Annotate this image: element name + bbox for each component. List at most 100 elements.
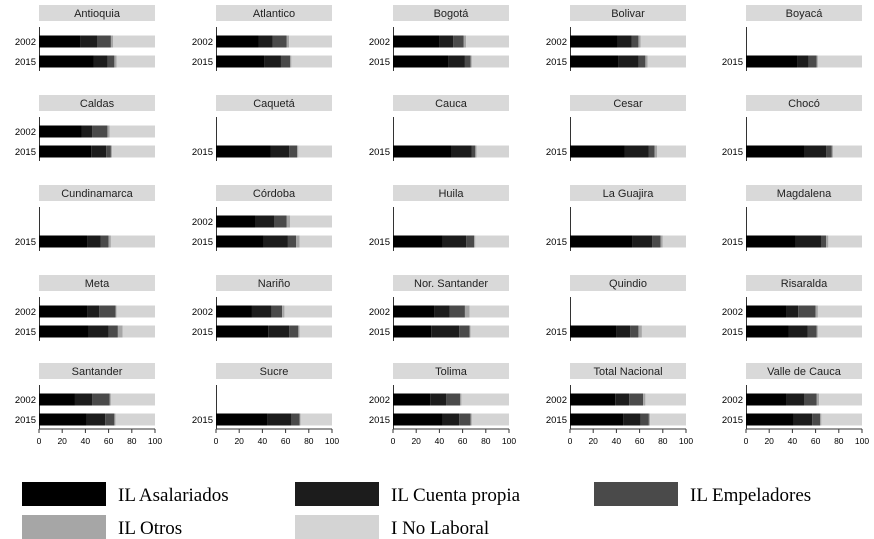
bar-segment — [109, 393, 111, 406]
x-tick-label: 0 — [391, 436, 396, 446]
bar-segment — [216, 305, 252, 318]
bar-segment — [117, 325, 123, 338]
chart-panel: Caldas 2002 2015 — [15, 95, 155, 161]
bar-segment — [39, 393, 75, 406]
bar-segment — [615, 393, 630, 406]
bar-segment — [638, 55, 646, 68]
row-label: 2002 — [369, 37, 390, 48]
bar-segment — [804, 145, 827, 158]
bar-segment — [290, 215, 332, 228]
row-label: 2015 — [15, 57, 36, 68]
chart-panel: Cauca 2015 — [369, 95, 509, 161]
row-label: 2015 — [546, 415, 567, 426]
panel-title: Nor. Santander — [414, 278, 488, 290]
bar-segment — [393, 305, 435, 318]
bar-segment — [91, 145, 107, 158]
bar-segment — [274, 215, 287, 228]
panel-title: Tolima — [435, 366, 468, 378]
bar-segment — [107, 55, 115, 68]
chart-panel: Magdalena 2015 — [722, 185, 862, 251]
panel-header — [216, 363, 332, 379]
bar-segment — [299, 325, 332, 338]
bar-segment — [393, 393, 431, 406]
legend-swatch — [594, 482, 678, 506]
panel-header — [393, 275, 509, 291]
row-label: 2015 — [192, 327, 213, 338]
bar-segment — [816, 55, 818, 68]
bar-segment — [393, 35, 440, 48]
chart-panel: Cundinamarca 2015 — [15, 185, 155, 251]
bar-segment — [216, 35, 259, 48]
panel-title: Sucre — [260, 366, 289, 378]
x-tick-label: 60 — [104, 436, 114, 446]
x-tick-label: 100 — [855, 436, 869, 446]
bar-segment — [81, 125, 93, 138]
bar-segment — [643, 393, 646, 406]
bar-segment — [258, 35, 273, 48]
panel-title: Boyacá — [786, 8, 824, 20]
panel-header — [393, 185, 509, 201]
chart-panel: Huila 2015 — [369, 185, 509, 251]
row-label: 2015 — [546, 147, 567, 158]
bar-segment — [641, 325, 686, 338]
bar-segment — [632, 235, 653, 248]
panel-header — [393, 95, 509, 111]
bar-segment — [807, 325, 817, 338]
x-tick-label: 0 — [744, 436, 749, 446]
bar-segment — [290, 55, 292, 68]
panel-header — [393, 363, 509, 379]
bar-segment — [816, 393, 820, 406]
bar-segment — [284, 305, 332, 318]
legend-swatch — [22, 482, 106, 506]
bar-segment — [618, 55, 639, 68]
panel-title: Atlantico — [253, 8, 295, 20]
bar-segment — [570, 145, 625, 158]
bar-segment — [110, 393, 155, 406]
bar-segment — [833, 145, 862, 158]
bar-segment — [460, 393, 462, 406]
row-label: 2015 — [15, 327, 36, 338]
panel-header — [570, 275, 686, 291]
chart-panel: La Guajira 2015 — [546, 185, 686, 251]
row-label: 2002 — [722, 395, 743, 406]
panel-title: Nariño — [258, 278, 290, 290]
chart-panel: Meta 2002 2015 — [15, 275, 155, 341]
x-tick-label: 40 — [81, 436, 91, 446]
bar-segment — [116, 55, 155, 68]
bar-segment — [474, 235, 476, 248]
legend-swatch — [295, 515, 379, 539]
row-label: 2015 — [369, 415, 390, 426]
chart-panel: Atlantico 2002 2015 — [192, 5, 332, 71]
bar-segment — [442, 413, 460, 426]
bar-segment — [393, 325, 432, 338]
x-tick-label: 80 — [304, 436, 314, 446]
bar-segment — [640, 35, 686, 48]
bar-segment — [114, 413, 116, 426]
x-tick-label: 20 — [411, 436, 421, 446]
x-tick-label: 20 — [57, 436, 67, 446]
bar-segment — [434, 305, 450, 318]
row-label: 2015 — [722, 147, 743, 158]
panel-header — [570, 363, 686, 379]
panel-title: Caquetá — [253, 98, 295, 110]
bar-segment — [80, 35, 97, 48]
panel-header — [39, 185, 155, 201]
bar-segment — [816, 325, 818, 338]
bar-segment — [286, 35, 290, 48]
bar-segment — [820, 413, 822, 426]
x-tick-label: 60 — [811, 436, 821, 446]
bar-segment — [475, 145, 477, 158]
row-label: 2015 — [192, 147, 213, 158]
bar-segment — [451, 145, 472, 158]
bar-segment — [108, 235, 111, 248]
bar-segment — [624, 145, 649, 158]
bar-segment — [93, 55, 108, 68]
bar-segment — [297, 145, 299, 158]
bar-segment — [122, 325, 155, 338]
bar-segment — [657, 145, 686, 158]
bar-segment — [817, 325, 862, 338]
bar-segment — [282, 305, 285, 318]
bar-segment — [662, 235, 686, 248]
